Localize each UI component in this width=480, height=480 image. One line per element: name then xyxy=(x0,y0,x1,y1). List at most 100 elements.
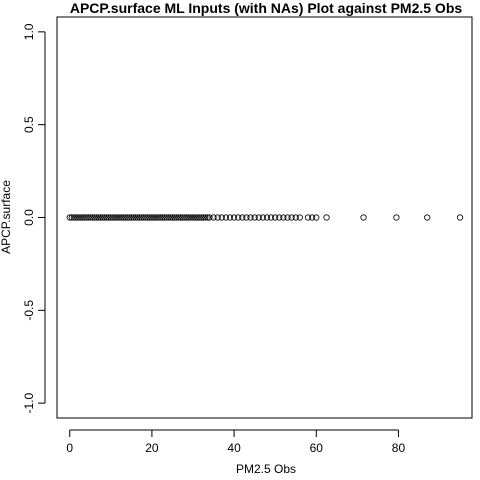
point xyxy=(259,214,266,221)
point xyxy=(204,214,211,221)
point xyxy=(154,214,162,221)
point xyxy=(214,214,221,221)
y-axis-label: APCP.surface xyxy=(0,180,13,254)
y-tick-label: 1.0 xyxy=(22,23,36,40)
point xyxy=(97,214,104,221)
point xyxy=(239,214,246,221)
point xyxy=(78,214,86,221)
point xyxy=(167,214,174,221)
point xyxy=(183,214,190,221)
point xyxy=(163,214,170,221)
point xyxy=(296,214,303,221)
y-tick-label: 0.0 xyxy=(22,209,36,226)
point xyxy=(124,214,131,221)
point xyxy=(81,214,88,221)
point xyxy=(140,214,147,221)
point xyxy=(152,214,160,221)
point xyxy=(74,214,82,221)
point xyxy=(171,214,178,221)
point xyxy=(126,214,133,221)
point xyxy=(185,214,192,221)
point xyxy=(173,214,180,221)
point xyxy=(136,214,143,221)
point xyxy=(134,214,141,221)
point xyxy=(128,214,135,221)
point xyxy=(247,214,254,221)
point xyxy=(276,214,283,221)
point xyxy=(189,214,197,221)
point xyxy=(66,214,73,221)
point xyxy=(222,214,229,221)
point xyxy=(272,214,279,221)
point xyxy=(323,214,330,221)
point xyxy=(210,214,217,221)
point xyxy=(113,214,121,221)
point xyxy=(117,214,125,221)
point xyxy=(226,214,234,221)
point xyxy=(196,214,203,221)
point xyxy=(218,214,225,221)
point xyxy=(122,214,129,221)
point xyxy=(198,214,205,221)
point xyxy=(243,214,250,221)
x-axis-label: PM2.5 Obs xyxy=(236,462,296,476)
point xyxy=(120,214,127,221)
point xyxy=(169,214,176,221)
point xyxy=(144,214,151,221)
point xyxy=(202,214,209,221)
point xyxy=(255,214,262,221)
point xyxy=(150,214,158,221)
point xyxy=(393,214,400,221)
point xyxy=(83,214,90,221)
point xyxy=(105,214,112,221)
point xyxy=(456,214,464,221)
point xyxy=(148,214,156,221)
point xyxy=(187,214,195,221)
point xyxy=(263,214,271,221)
point xyxy=(267,214,275,221)
point xyxy=(230,214,238,221)
point xyxy=(115,214,123,221)
point xyxy=(109,214,116,221)
point xyxy=(142,214,149,221)
point xyxy=(181,214,188,221)
y-tick-label: -1.0 xyxy=(22,392,36,413)
point xyxy=(424,214,431,221)
point xyxy=(200,214,207,221)
point xyxy=(292,214,299,221)
chart-title: APCP.surface ML Inputs (with NAs) Plot a… xyxy=(70,0,463,16)
point xyxy=(304,214,312,221)
point xyxy=(280,214,287,221)
point xyxy=(251,214,258,221)
point xyxy=(76,214,84,221)
point xyxy=(191,214,199,221)
plot-frame xyxy=(56,16,473,419)
point xyxy=(177,214,184,221)
point xyxy=(87,214,94,221)
point xyxy=(157,214,164,221)
y-tick-label: 0.5 xyxy=(22,116,36,133)
point xyxy=(159,214,166,221)
point xyxy=(132,214,139,221)
point xyxy=(313,214,320,221)
point xyxy=(91,214,98,221)
point xyxy=(284,214,291,221)
point xyxy=(175,214,182,221)
point xyxy=(161,214,168,221)
y-tick-label: -0.5 xyxy=(22,300,36,321)
point xyxy=(85,214,92,221)
point xyxy=(93,214,100,221)
point xyxy=(235,214,242,221)
x-tick-label: 60 xyxy=(310,441,324,455)
point xyxy=(89,214,96,221)
x-tick-label: 40 xyxy=(227,441,241,455)
point xyxy=(72,214,80,221)
point xyxy=(360,214,367,221)
point xyxy=(146,214,153,221)
point xyxy=(101,214,108,221)
x-tick-label: 0 xyxy=(66,441,73,455)
point xyxy=(138,214,145,221)
point xyxy=(179,214,186,221)
